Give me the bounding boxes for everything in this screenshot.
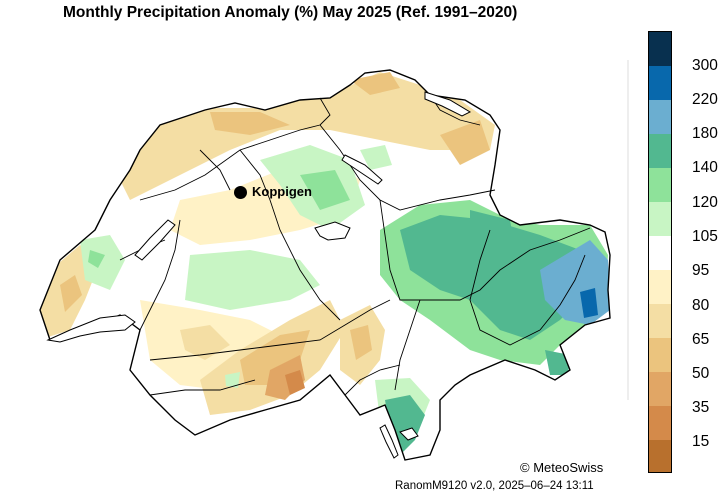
lake-geneva: [46, 314, 136, 343]
national-border: [39, 69, 611, 461]
station-marker: [234, 186, 247, 199]
legend-tick-label: 140: [692, 159, 718, 176]
legend-tick-label: 120: [692, 194, 718, 211]
lakes: [46, 91, 472, 459]
legend-tick-label: 180: [692, 125, 718, 142]
legend-tick-label: 300: [692, 57, 718, 74]
anomaly-field: [40, 72, 610, 455]
version-label: RanomM9120 v2.0, 2025–06–24 13:11: [395, 480, 594, 492]
legend-tick-label: 80: [692, 297, 710, 314]
legend-tick-label: 65: [692, 331, 710, 348]
station-label: Koppigen: [252, 184, 312, 199]
legend-swatch: [649, 32, 671, 66]
lake-maggiore: [379, 424, 399, 459]
legend-swatch: [649, 134, 671, 168]
lake-constance: [424, 91, 472, 117]
legend-swatch: [649, 304, 671, 338]
legend-tick-label: 50: [692, 365, 710, 382]
legend-tick-label: 95: [692, 262, 710, 279]
legend-tick-label: 15: [692, 433, 710, 450]
legend-swatch: [649, 66, 671, 100]
legend-swatch: [649, 406, 671, 440]
legend-tick-label: 220: [692, 91, 718, 108]
precipitation-map: [39, 60, 629, 461]
legend-tick-label: 35: [692, 399, 710, 416]
legend-swatch: [649, 372, 671, 406]
legend-swatch: [649, 236, 671, 270]
copyright-label: © MeteoSwiss: [520, 460, 604, 475]
legend-swatch: [649, 440, 671, 472]
legend-tick-label: 105: [692, 228, 718, 245]
legend-swatch: [649, 338, 671, 372]
region-boundaries: [119, 94, 591, 396]
legend-swatch: [649, 202, 671, 236]
legend-swatch: [649, 100, 671, 134]
map-title: Monthly Precipitation Anomaly (%) May 20…: [63, 4, 518, 21]
lake-neuchatel: [134, 219, 176, 261]
legend-swatch: [649, 270, 671, 304]
lake-lugano: [399, 427, 419, 441]
color-legend: [648, 31, 672, 473]
legend-swatch: [649, 168, 671, 202]
lake-lucerne: [314, 221, 351, 241]
lake-zurich: [341, 154, 383, 185]
